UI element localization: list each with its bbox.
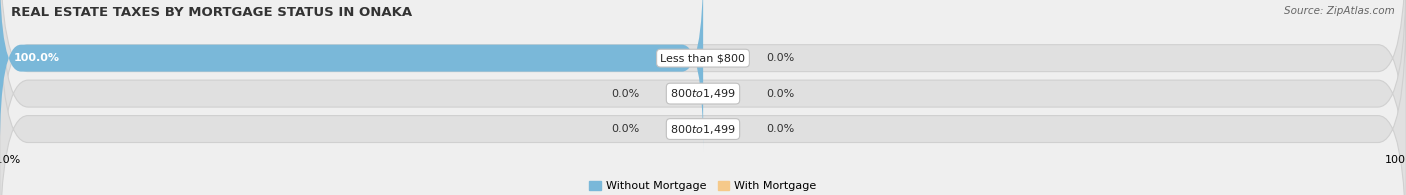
Text: 0.0%: 0.0% (766, 53, 794, 63)
FancyBboxPatch shape (0, 0, 703, 151)
Text: 0.0%: 0.0% (766, 124, 794, 134)
Text: $800 to $1,499: $800 to $1,499 (671, 87, 735, 100)
Legend: Without Mortgage, With Mortgage: Without Mortgage, With Mortgage (589, 181, 817, 191)
Text: 0.0%: 0.0% (612, 89, 640, 99)
Text: 0.0%: 0.0% (612, 124, 640, 134)
Text: 100.0%: 100.0% (14, 53, 60, 63)
Text: 0.0%: 0.0% (766, 89, 794, 99)
Text: $800 to $1,499: $800 to $1,499 (671, 122, 735, 136)
Text: REAL ESTATE TAXES BY MORTGAGE STATUS IN ONAKA: REAL ESTATE TAXES BY MORTGAGE STATUS IN … (11, 6, 412, 19)
Text: Source: ZipAtlas.com: Source: ZipAtlas.com (1284, 6, 1395, 16)
FancyBboxPatch shape (0, 0, 1406, 186)
Text: Less than $800: Less than $800 (661, 53, 745, 63)
